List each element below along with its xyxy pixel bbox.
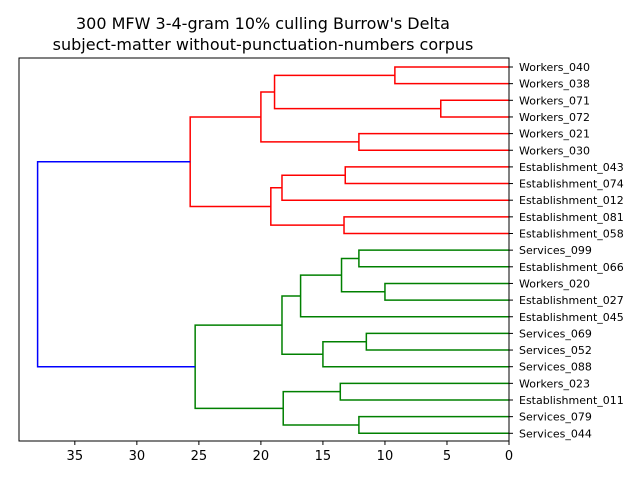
dendrogram-link-M: [384, 282, 509, 301]
dendrogram-link-E: [260, 91, 359, 143]
leaf-label: Establishment_027: [519, 294, 624, 307]
dendrogram-link-A: [394, 66, 509, 85]
leaf-label: Establishment_074: [519, 178, 624, 191]
x-tick-label: 15: [315, 449, 332, 464]
chart-title-line-2: subject-matter without-punctuation-numbe…: [53, 35, 474, 54]
dendrogram-link-R: [281, 295, 323, 355]
leaf-label: Services_052: [519, 344, 592, 357]
x-tick-label: 20: [253, 449, 270, 464]
leaf-label: Establishment_066: [519, 261, 624, 274]
x-tick-label: 10: [377, 449, 394, 464]
leaf-label: Services_069: [519, 327, 592, 340]
dendrogram-link-T: [358, 415, 509, 435]
leaf-label: Establishment_043: [519, 161, 624, 174]
dendrogram-link-J: [189, 116, 271, 208]
leaf-label: Establishment_045: [519, 311, 624, 324]
dendrogram-link-N: [340, 257, 385, 293]
x-tick-label: 0: [505, 449, 513, 464]
dendrogram-link-G: [281, 174, 509, 201]
leaf-label: Establishment_081: [519, 211, 624, 224]
leaf-label: Workers_021: [519, 128, 590, 141]
dendrogram-link-C: [273, 74, 441, 110]
x-axis: 35 30 25 20 15 10 5 0: [67, 441, 513, 464]
leaf-label: Services_088: [519, 361, 592, 374]
dendrogram-link-H: [343, 216, 509, 235]
x-tick-label: 30: [129, 449, 146, 464]
plot-frame: [18, 57, 510, 442]
dendrogram-links: [36, 66, 509, 435]
leaf-label: Establishment_011: [519, 394, 624, 407]
dendrogram-link-W: [36, 160, 196, 368]
leaf-label: Services_044: [519, 427, 592, 440]
leaf-label: Workers_023: [519, 377, 590, 390]
chart-title-line-1: 300 MFW 3-4-gram 10% culling Burrow's De…: [76, 14, 450, 33]
dendrogram-link-F: [344, 166, 509, 185]
dendrogram-link-P: [365, 332, 509, 351]
dendrogram-link-V: [194, 324, 284, 410]
leaf-label: Workers_038: [519, 78, 590, 91]
dendrogram-link-S: [339, 382, 509, 401]
leaf-labels: Workers_040 Workers_038 Workers_071 Workers…: [509, 61, 624, 440]
leaf-label: Workers_020: [519, 277, 590, 290]
leaf-label: Workers_030: [519, 144, 590, 157]
leaf-label: Establishment_012: [519, 194, 624, 207]
leaf-label: Establishment_058: [519, 228, 624, 241]
leaf-label: Services_079: [519, 411, 592, 424]
dendrogram-link-U: [282, 390, 359, 426]
x-tick-label: 35: [67, 449, 84, 464]
dendrogram-link-Q: [322, 340, 509, 368]
dendrogram-link-B: [440, 99, 509, 118]
dendrogram-link-O: [299, 274, 509, 318]
leaf-label: Workers_040: [519, 61, 590, 74]
dendrogram-link-D: [358, 132, 509, 151]
leaf-label: Services_099: [519, 244, 592, 257]
x-tick-label: 25: [191, 449, 208, 464]
leaf-label: Workers_071: [519, 94, 590, 107]
dendrogram-link-K: [358, 249, 509, 268]
dendrogram-link-I: [270, 186, 345, 226]
leaf-label: Workers_072: [519, 111, 590, 124]
x-tick-label: 5: [443, 449, 451, 464]
